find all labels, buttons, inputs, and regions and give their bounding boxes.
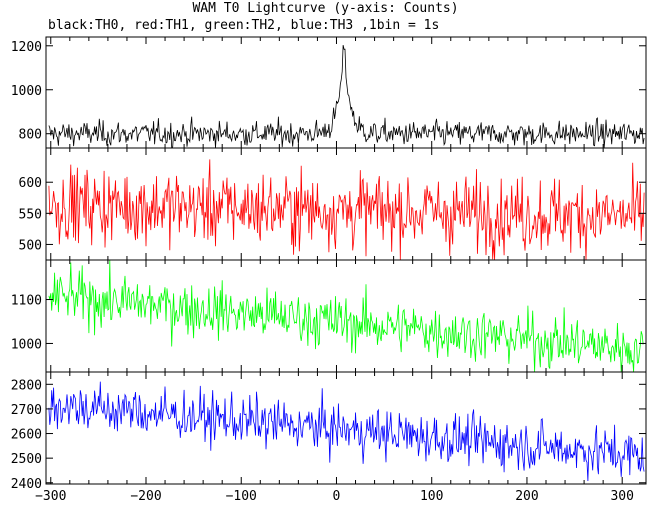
panel-frame-th0 bbox=[45, 36, 647, 149]
series-th0 bbox=[48, 45, 645, 148]
y-tick-label: 600 bbox=[19, 176, 42, 191]
y-tick-label: 2600 bbox=[11, 428, 42, 443]
x-tick-label: −200 bbox=[130, 489, 161, 504]
y-tick-label: 550 bbox=[19, 207, 42, 222]
y-tick-label: 2700 bbox=[11, 403, 42, 418]
y-tick-label: 1200 bbox=[11, 40, 42, 55]
x-tick-label: 0 bbox=[333, 489, 341, 504]
y-tick-label: 2800 bbox=[11, 378, 42, 393]
x-tick-label: 100 bbox=[420, 489, 443, 504]
x-tick-label: 200 bbox=[515, 489, 538, 504]
y-tick-label: 1100 bbox=[11, 294, 42, 309]
x-tick-label: −100 bbox=[226, 489, 257, 504]
panel-frame-th3 bbox=[45, 371, 647, 485]
y-tick-label: 1000 bbox=[11, 84, 42, 99]
y-tick-label: 500 bbox=[19, 238, 42, 253]
series-th2 bbox=[48, 260, 645, 372]
chart-title: WAM T0 Lightcurve (y-axis: Counts) bbox=[192, 1, 459, 16]
x-tick-label: −300 bbox=[35, 489, 66, 504]
y-tick-label: 2400 bbox=[11, 477, 42, 492]
series-th1 bbox=[48, 159, 645, 260]
y-tick-label: 2500 bbox=[11, 452, 42, 467]
chart-subtitle: black:TH0, red:TH1, green:TH2, blue:TH3 … bbox=[48, 18, 440, 33]
y-tick-label: 800 bbox=[19, 128, 42, 143]
series-th3 bbox=[48, 381, 645, 482]
x-tick-label: 300 bbox=[610, 489, 633, 504]
y-tick-label: 1000 bbox=[11, 337, 42, 352]
